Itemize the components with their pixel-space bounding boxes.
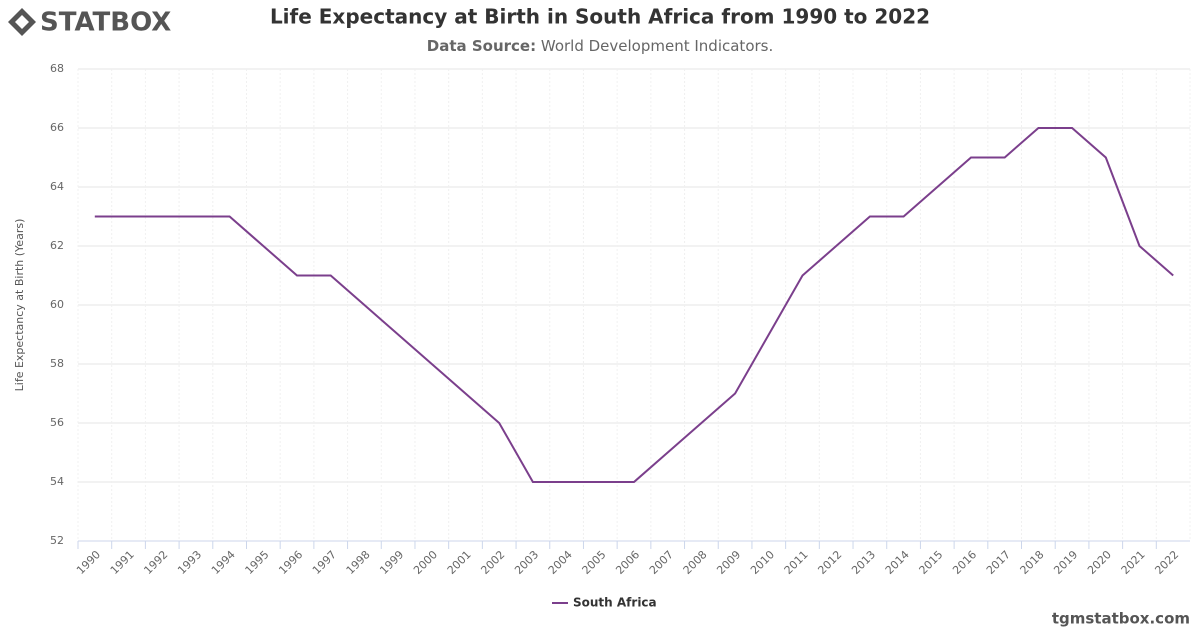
x-tick-label: 2005: [580, 548, 609, 577]
y-tick-label: 64: [50, 180, 64, 193]
x-tick-label: 2001: [445, 548, 474, 577]
y-tick-label: 62: [50, 239, 64, 252]
x-tick-label: 1994: [209, 548, 238, 577]
x-tick-label: 1993: [175, 548, 204, 577]
x-tick-label: 2002: [478, 548, 507, 577]
source-label: Data Source:: [427, 37, 536, 55]
x-tick-label: 2022: [1152, 548, 1181, 577]
y-axis-label: Life Expectancy at Birth (Years): [13, 219, 26, 392]
x-tick-label: 2019: [1051, 548, 1080, 577]
x-tick-label: 2000: [411, 548, 440, 577]
x-tick-label: 2004: [546, 548, 575, 577]
x-tick-label: 2017: [984, 548, 1013, 577]
chart-subtitle: Data Source: World Development Indicator…: [427, 37, 774, 55]
x-tick-label: 1997: [310, 548, 339, 577]
y-tick-label: 54: [50, 475, 64, 488]
chart-title: Life Expectancy at Birth in South Africa…: [270, 5, 930, 29]
x-tick-label: 2014: [883, 548, 912, 577]
x-tick-label: 1992: [141, 548, 170, 577]
x-tick-label: 1995: [243, 548, 272, 577]
x-tick-label: 2007: [647, 548, 676, 577]
y-tick-label: 68: [50, 62, 64, 75]
x-tick-label: 2020: [1085, 548, 1114, 577]
x-tick-label: 2012: [815, 548, 844, 577]
y-tick-label: 52: [50, 534, 64, 547]
legend-label: South Africa: [573, 596, 657, 610]
x-tick-label: 2018: [1018, 548, 1047, 577]
legend: South Africa: [552, 596, 657, 610]
y-tick-label: 58: [50, 357, 64, 370]
data-line: [94, 127, 1174, 483]
x-tick-label: 2016: [950, 548, 979, 577]
x-tick-label: 2011: [782, 548, 811, 577]
x-tick-label: 2010: [748, 548, 777, 577]
x-tick-label: 1990: [74, 548, 103, 577]
x-tick-label: 2021: [1119, 548, 1148, 577]
x-tick-label: 2015: [917, 548, 946, 577]
source: World Development Indicators.: [541, 37, 773, 55]
x-tick-label: 2006: [613, 548, 642, 577]
logo: STATBOX: [8, 8, 171, 38]
y-tick-label: 60: [50, 298, 64, 311]
y-tick-label: 56: [50, 416, 64, 429]
x-tick-label: 2008: [681, 548, 710, 577]
x-tick-label: 2003: [512, 548, 541, 577]
x-tick-label: 2013: [849, 548, 878, 577]
x-tick-label: 1999: [377, 548, 406, 577]
x-tick-label: 1998: [344, 548, 373, 577]
y-tick-label: 66: [50, 121, 64, 134]
logo-icon-inner: [15, 15, 29, 29]
x-tick-label: 2009: [714, 548, 743, 577]
footer: tgmstatbox.com: [1052, 610, 1190, 628]
logo-text: STATBOX: [40, 8, 171, 38]
x-tick-label: 1991: [108, 548, 137, 577]
x-tick-label: 1996: [276, 548, 305, 577]
